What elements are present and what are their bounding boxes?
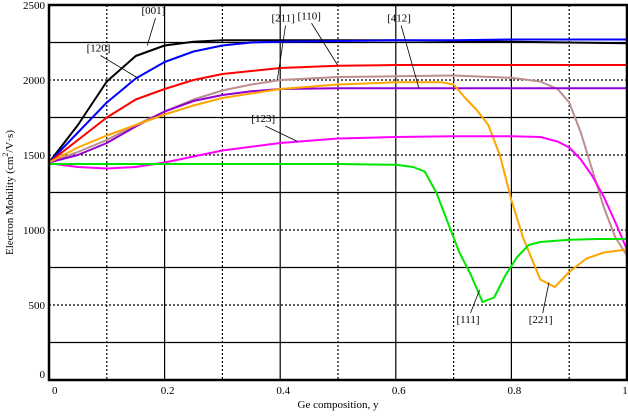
x-tick-label: 0.2: [161, 385, 175, 397]
y-tick-label: 1000: [23, 225, 46, 237]
annotation-label-111: [111]: [456, 314, 479, 326]
annotation-label-412: [412]: [387, 13, 411, 25]
series-line-001: [48, 39, 628, 164]
annotation-leader-120: [100, 55, 139, 79]
x-tick-label: 1: [622, 385, 628, 397]
annotation-label-110: [110]: [298, 10, 321, 22]
series-line-110: [48, 64, 627, 164]
x-tick-label: 0.8: [508, 385, 522, 397]
annotation-label-120: [120]: [87, 43, 111, 55]
annotation-leader-001: [146, 17, 156, 46]
series-lines: [48, 38, 628, 303]
annotation-label-123: [123]: [251, 113, 275, 125]
series-line-111: [49, 163, 627, 303]
series-line-123: [48, 135, 628, 250]
annotation-leader-221: [542, 282, 550, 314]
y-axis-label-main: Electron Mobility (cm: [4, 156, 16, 255]
series-line-221: [48, 81, 628, 288]
annotation-label-221: [221]: [529, 314, 553, 326]
y-axis-label: Electron Mobility (cm2/V·s): [1, 130, 16, 255]
series-line-120: [48, 38, 627, 164]
annotation-label-211: [211]: [272, 13, 295, 25]
annotations: [001] [120] [211] [110] [412] [123] [111] [221]: [87, 5, 553, 326]
series-line-412: [48, 87, 627, 164]
x-tick-label: 0.4: [276, 385, 290, 397]
tick-labels: 0 0.2 0.4 0.6 0.8 1 0 500 1000 1500 2000 2500: [23, 0, 628, 397]
y-tick-label: 2000: [23, 75, 46, 87]
y-axis-label-sup: 2: [1, 153, 10, 157]
annotation-label-001: [001]: [141, 5, 165, 17]
x-tick-label: 0.6: [392, 385, 406, 397]
annotation-leader-110: [311, 23, 339, 66]
x-axis-label: Ge composition, y: [298, 399, 379, 411]
plot-frame: [47, 3, 628, 382]
y-axis-label-tail: /V·s): [4, 130, 16, 153]
annotation-leader-123: [265, 125, 298, 142]
annotation-leader-111: [470, 289, 480, 314]
y-tick-label: 1500: [23, 150, 46, 162]
annotation-leader-211: [276, 25, 286, 81]
y-tick-label: 2500: [23, 0, 46, 12]
y-tick-label: 0: [40, 369, 46, 381]
y-tick-label: 500: [29, 300, 46, 312]
annotation-leader-412: [400, 25, 420, 89]
x-tick-label: 0: [52, 385, 58, 397]
